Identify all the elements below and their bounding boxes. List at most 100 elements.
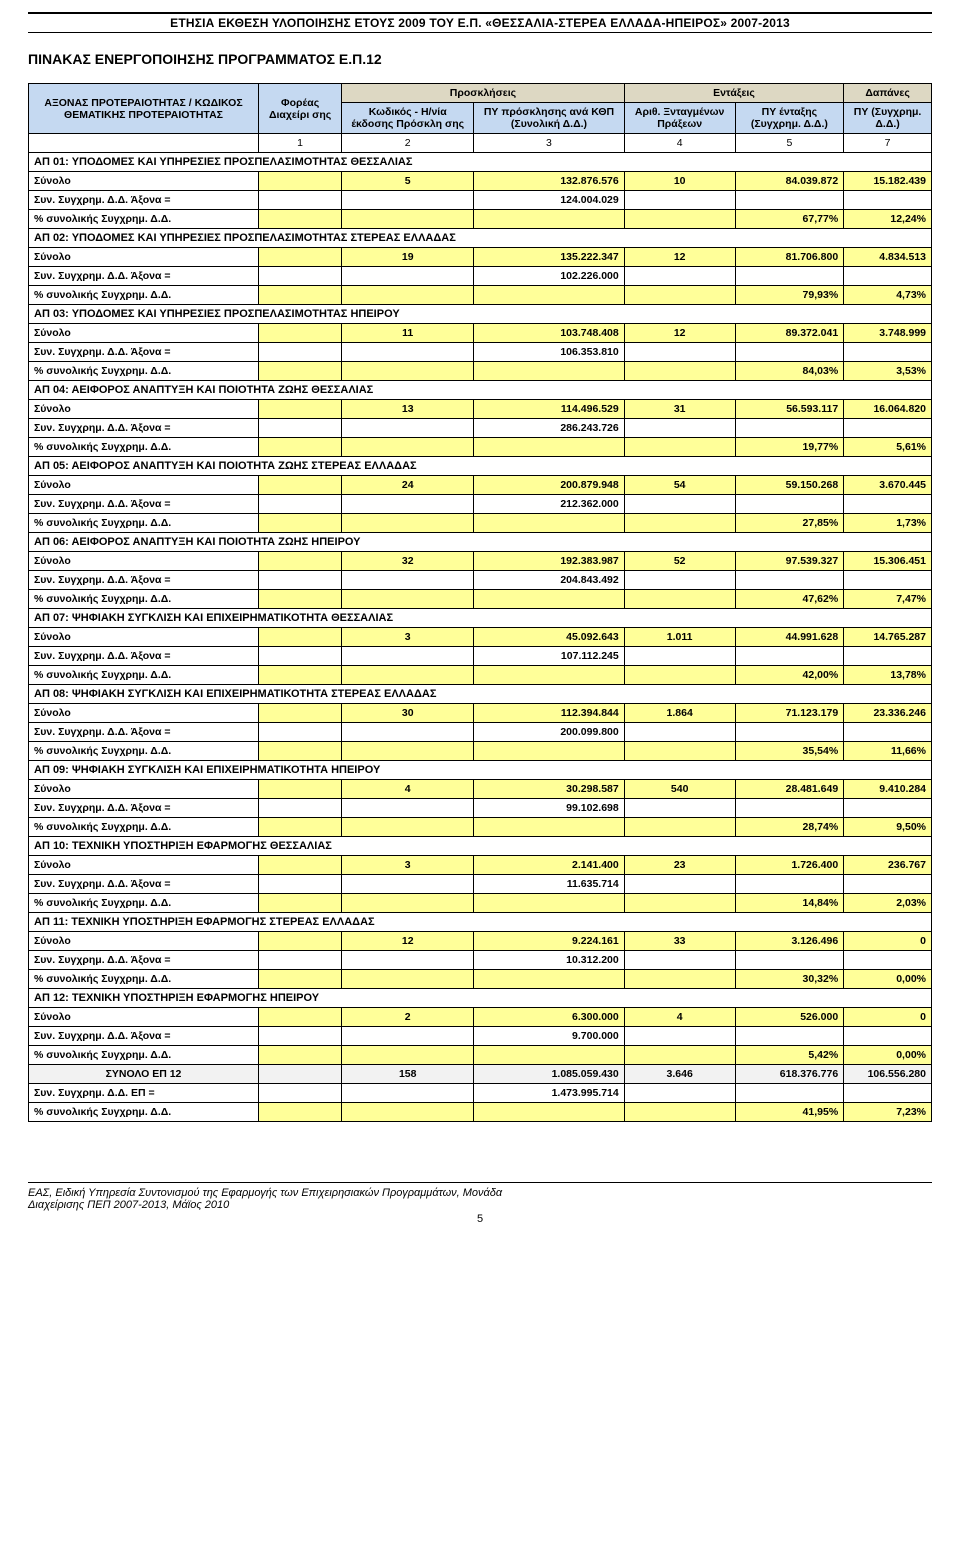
section-header: ΑΠ 04: ΑΕΙΦΟΡΟΣ ΑΝΑΠΤΥΞΗ ΚΑΙ ΠΟΙΟΤΗΤΑ ΖΩ… <box>29 381 932 400</box>
section-title: ΑΠ 10: ΤΕΧΝΙΚΗ ΥΠΟΣΤΗΡΙΞΗ ΕΦΑΡΜΟΓΗΣ ΘΕΣΣ… <box>29 837 932 856</box>
val-n: 4 <box>342 780 474 799</box>
val-ent-py: 28.481.649 <box>735 780 844 799</box>
val-pct1: 19,77% <box>735 438 844 457</box>
section-pct-row: % συνολικής Συγχρημ. Δ.Δ.30,32%0,00% <box>29 970 932 989</box>
val-pct1: 42,00% <box>735 666 844 685</box>
val-dap: 14.765.287 <box>844 628 932 647</box>
val-pct1: 41,95% <box>735 1103 844 1122</box>
section-synolo-row: Σύνολο30112.394.8441.86471.123.17923.336… <box>29 704 932 723</box>
row-label: % συνολικής Συγχρημ. Δ.Δ. <box>29 438 259 457</box>
page-number: 5 <box>28 1213 932 1225</box>
val-dap: 15.182.439 <box>844 172 932 191</box>
val-py: 135.222.347 <box>474 248 625 267</box>
val-ent-n: 1.864 <box>624 704 735 723</box>
row-label: Σύνολο <box>29 780 259 799</box>
section-synolo-row: Σύνολο5132.876.5761084.039.87215.182.439 <box>29 172 932 191</box>
row-label: % συνολικής Συγχρημ. Δ.Δ. <box>29 1103 259 1122</box>
col-axis: ΑΞΟΝΑΣ ΠΡΟΤΕΡΑΙΟΤΗΤΑΣ / ΚΩΔΙΚΟΣ ΘΕΜΑΤΙΚΗ… <box>29 84 259 134</box>
val-pct2: 3,53% <box>844 362 932 381</box>
row-label: % συνολικής Συγχρημ. Δ.Δ. <box>29 818 259 837</box>
section-header: ΑΠ 12: ΤΕΧΝΙΚΗ ΥΠΟΣΤΗΡΙΞΗ ΕΦΑΡΜΟΓΗΣ ΗΠΕΙ… <box>29 989 932 1008</box>
val-dap: 9.410.284 <box>844 780 932 799</box>
col-num: 5 <box>735 134 844 153</box>
section-pct-row: % συνολικής Συγχρημ. Δ.Δ.5,42%0,00% <box>29 1046 932 1065</box>
col-group-entaxeis: Εντάξεις <box>624 84 843 103</box>
section-title: ΑΠ 08: ΨΗΦΙΑΚΗ ΣΥΓΚΛΙΣΗ ΚΑΙ ΕΠΙΧΕΙΡΗΜΑΤΙ… <box>29 685 932 704</box>
row-label: Σύνολο <box>29 248 259 267</box>
row-label: Σύνολο <box>29 1008 259 1027</box>
val-n: 13 <box>342 400 474 419</box>
grand-total-row: ΣΥΝΟΛΟ ΕΠ 121581.085.059.4303.646618.376… <box>29 1065 932 1084</box>
row-label: Σύνολο <box>29 476 259 495</box>
row-label: Σύνολο <box>29 324 259 343</box>
col-foreas: Φορέας Διαχείρι σης <box>259 84 342 134</box>
row-label: Σύνολο <box>29 704 259 723</box>
section-axona-row: Συν. Συγχρημ. Δ.Δ. Άξονα =106.353.810 <box>29 343 932 362</box>
row-label: Σύνολο <box>29 400 259 419</box>
val-py: 45.092.643 <box>474 628 625 647</box>
section-axona-row: Συν. Συγχρημ. Δ.Δ. Άξονα =107.112.245 <box>29 647 932 666</box>
val-dap: 4.834.513 <box>844 248 932 267</box>
footer-line1: ΕΑΣ, Ειδική Υπηρεσία Συντονισμού της Εφα… <box>28 1187 932 1199</box>
section-title: ΑΠ 03: ΥΠΟΔΟΜΕΣ ΚΑΙ ΥΠΗΡΕΣΙΕΣ ΠΡΟΣΠΕΛΑΣΙ… <box>29 305 932 324</box>
val-ent-py: 526.000 <box>735 1008 844 1027</box>
val-ent-py: 56.593.117 <box>735 400 844 419</box>
col-py-prosklisis: ΠΥ πρόσκλησης ανά ΚΘΠ (Συνολική Δ.Δ.) <box>474 103 625 134</box>
val-ent-py: 3.126.496 <box>735 932 844 951</box>
section-synolo-row: Σύνολο32192.383.9875297.539.32715.306.45… <box>29 552 932 571</box>
val-n: 12 <box>342 932 474 951</box>
val-ent-n: 52 <box>624 552 735 571</box>
section-pct-row: % συνολικής Συγχρημ. Δ.Δ.35,54%11,66% <box>29 742 932 761</box>
row-label: Συν. Συγχρημ. Δ.Δ. Άξονα = <box>29 495 259 514</box>
section-axona-row: Συν. Συγχρημ. Δ.Δ. Άξονα =204.843.492 <box>29 571 932 590</box>
row-label: Συν. Συγχρημ. Δ.Δ. ΕΠ = <box>29 1084 259 1103</box>
val-dap: 236.767 <box>844 856 932 875</box>
val-ent-n: 3.646 <box>624 1065 735 1084</box>
ep-equals-row: Συν. Συγχρημ. Δ.Δ. ΕΠ =1.473.995.714 <box>29 1084 932 1103</box>
section-axona-row: Συν. Συγχρημ. Δ.Δ. Άξονα =200.099.800 <box>29 723 932 742</box>
section-pct-row: % συνολικής Συγχρημ. Δ.Δ.19,77%5,61% <box>29 438 932 457</box>
header-row-1: ΑΞΟΝΑΣ ΠΡΟΤΕΡΑΙΟΤΗΤΑΣ / ΚΩΔΙΚΟΣ ΘΕΜΑΤΙΚΗ… <box>29 84 932 103</box>
section-axona-row: Συν. Συγχρημ. Δ.Δ. Άξονα =124.004.029 <box>29 191 932 210</box>
val-py: 132.876.576 <box>474 172 625 191</box>
val-py: 6.300.000 <box>474 1008 625 1027</box>
col-ent-n: Αριθ. Ξνταγμένων Πράξεων <box>624 103 735 134</box>
val-pct2: 0,00% <box>844 1046 932 1065</box>
section-axona-row: Συν. Συγχρημ. Δ.Δ. Άξονα =99.102.698 <box>29 799 932 818</box>
row-label: % συνολικής Συγχρημ. Δ.Δ. <box>29 1046 259 1065</box>
section-header: ΑΠ 07: ΨΗΦΙΑΚΗ ΣΥΓΚΛΙΣΗ ΚΑΙ ΕΠΙΧΕΙΡΗΜΑΤΙ… <box>29 609 932 628</box>
val-n: 158 <box>342 1065 474 1084</box>
val-pct1: 84,03% <box>735 362 844 381</box>
val-n: 5 <box>342 172 474 191</box>
val-pct1: 35,54% <box>735 742 844 761</box>
section-title: ΑΠ 02: ΥΠΟΔΟΜΕΣ ΚΑΙ ΥΠΗΡΕΣΙΕΣ ΠΡΟΣΠΕΛΑΣΙ… <box>29 229 932 248</box>
val-ent-n: 54 <box>624 476 735 495</box>
section-title: ΑΠ 07: ΨΗΦΙΑΚΗ ΣΥΓΚΛΙΣΗ ΚΑΙ ΕΠΙΧΕΙΡΗΜΑΤΙ… <box>29 609 932 628</box>
section-title: ΑΠ 09: ΨΗΦΙΑΚΗ ΣΥΓΚΛΙΣΗ ΚΑΙ ΕΠΙΧΕΙΡΗΜΑΤΙ… <box>29 761 932 780</box>
val-axona: 9.700.000 <box>474 1027 625 1046</box>
val-ent-py: 84.039.872 <box>735 172 844 191</box>
val-n: 32 <box>342 552 474 571</box>
val-pct1: 30,32% <box>735 970 844 989</box>
val-n: 30 <box>342 704 474 723</box>
col-num: 1 <box>259 134 342 153</box>
row-label: Σύνολο <box>29 856 259 875</box>
val-ent-py: 89.372.041 <box>735 324 844 343</box>
row-label: % συνολικής Συγχρημ. Δ.Δ. <box>29 742 259 761</box>
val-pct2: 13,78% <box>844 666 932 685</box>
numbers-row: 1 2 3 4 5 7 <box>29 134 932 153</box>
section-axona-row: Συν. Συγχρημ. Δ.Δ. Άξονα =212.362.000 <box>29 495 932 514</box>
footer: ΕΑΣ, Ειδική Υπηρεσία Συντονισμού της Εφα… <box>28 1182 932 1225</box>
row-label: % συνολικής Συγχρημ. Δ.Δ. <box>29 666 259 685</box>
val-ent-py: 44.991.628 <box>735 628 844 647</box>
val-pct1: 14,84% <box>735 894 844 913</box>
row-label: Συν. Συγχρημ. Δ.Δ. Άξονα = <box>29 571 259 590</box>
val-dap: 3.748.999 <box>844 324 932 343</box>
val-py: 1.085.059.430 <box>474 1065 625 1084</box>
section-title: ΑΠ 06: ΑΕΙΦΟΡΟΣ ΑΝΑΠΤΥΞΗ ΚΑΙ ΠΟΙΟΤΗΤΑ ΖΩ… <box>29 533 932 552</box>
row-label: Συν. Συγχρημ. Δ.Δ. Άξονα = <box>29 875 259 894</box>
val-py: 192.383.987 <box>474 552 625 571</box>
header-underline <box>28 32 932 33</box>
col-dap-py: ΠΥ (Συγχρημ. Δ.Δ.) <box>844 103 932 134</box>
activation-table: ΑΞΟΝΑΣ ΠΡΟΤΕΡΑΙΟΤΗΤΑΣ / ΚΩΔΙΚΟΣ ΘΕΜΑΤΙΚΗ… <box>28 83 932 1122</box>
